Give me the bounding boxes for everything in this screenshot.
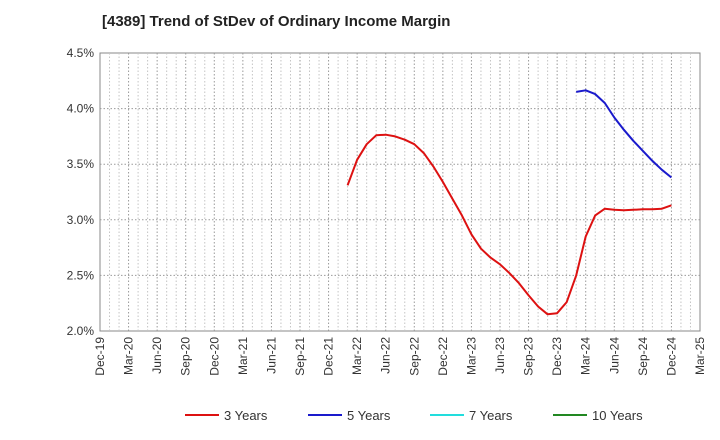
x-tick-label: Mar-20 [122, 337, 136, 375]
plot-area [99, 52, 701, 332]
legend-label: 3 Years [224, 408, 268, 423]
grid-lines [100, 53, 700, 331]
x-tick-label: Sep-24 [636, 337, 650, 376]
chart-title: [4389] Trend of StDev of Ordinary Income… [102, 13, 450, 30]
legend-item-3-years: 3 Years [185, 408, 268, 423]
y-axis: 2.0% 2.5% 3.0% 3.5% 4.0% 4.5% [67, 46, 95, 338]
x-tick-label: Dec-22 [436, 337, 450, 376]
x-tick-label: Sep-21 [293, 337, 307, 376]
x-tick-label: Dec-20 [207, 337, 221, 376]
x-tick-label: Mar-23 [464, 337, 478, 375]
series-line-5-years [576, 89, 673, 179]
legend-item-5-years: 5 Years [308, 408, 391, 423]
legend-item-10-years: 10 Years [553, 408, 643, 423]
series-line-3-years [346, 133, 672, 316]
y-tick-label: 2.0% [67, 324, 95, 338]
y-tick-label: 2.5% [67, 268, 95, 282]
x-tick-label: Mar-25 [693, 337, 707, 375]
y-tick-label: 3.5% [67, 157, 95, 171]
legend: 3 Years 5 Years 7 Years 10 Years [185, 408, 643, 423]
x-tick-label: Jun-20 [150, 337, 164, 374]
x-tick-label: Sep-20 [179, 337, 193, 376]
legend-label: 10 Years [592, 408, 643, 423]
legend-label: 5 Years [347, 408, 391, 423]
x-axis: Dec-19 Mar-20 Jun-20 Sep-20 Dec-20 Mar-21 Jun-… [93, 337, 707, 376]
x-tick-label: Dec-19 [93, 337, 107, 376]
x-tick-label: Sep-23 [522, 337, 536, 376]
x-tick-label: Sep-22 [407, 337, 421, 376]
y-tick-label: 4.0% [67, 102, 95, 116]
x-tick-label: Mar-24 [579, 337, 593, 375]
y-tick-label: 4.5% [67, 46, 95, 60]
x-tick-label: Mar-21 [236, 337, 250, 375]
series-layer [346, 89, 673, 316]
x-tick-label: Dec-21 [322, 337, 336, 376]
x-tick-label: Dec-23 [550, 337, 564, 376]
x-tick-label: Jun-23 [493, 337, 507, 374]
y-tick-label: 3.0% [67, 213, 95, 227]
legend-label: 7 Years [469, 408, 513, 423]
x-tick-label: Dec-24 [664, 337, 678, 376]
x-tick-label: Jun-24 [607, 337, 621, 374]
x-tick-label: Jun-21 [264, 337, 278, 374]
x-tick-label: Mar-22 [350, 337, 364, 375]
x-tick-label: Jun-22 [379, 337, 393, 374]
legend-item-7-years: 7 Years [430, 408, 513, 423]
